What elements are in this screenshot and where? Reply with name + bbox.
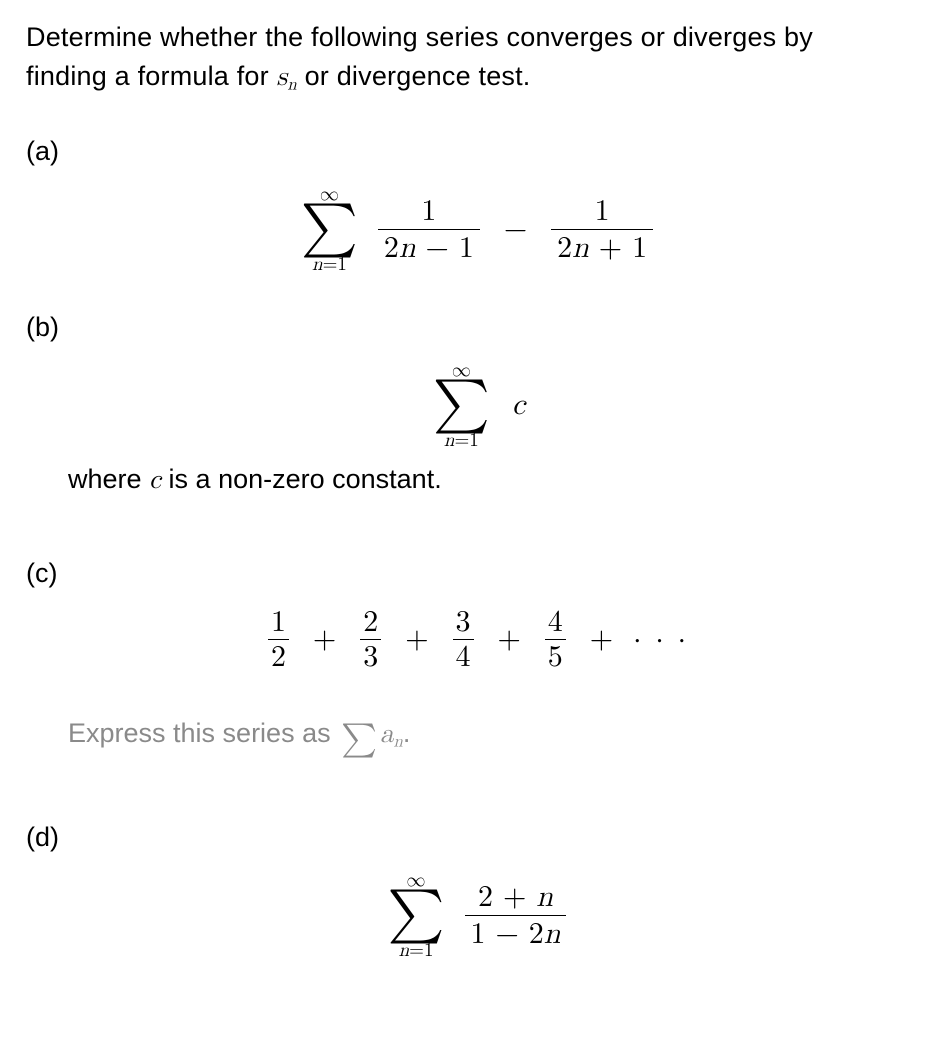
frac-a1-den: 2n − 1 [378, 230, 480, 263]
frac-c2-den: 3 [360, 640, 381, 672]
frac-d-den: 1 − 2n [465, 916, 567, 949]
frac-a2-den: 2n + 1 [551, 230, 653, 263]
dots-c: · · · [633, 624, 688, 654]
frac-c3-den: 4 [453, 640, 474, 672]
plus-c3: + [497, 618, 520, 662]
part-b-label: (b) [26, 308, 926, 347]
frac-a2-num: 1 [551, 196, 653, 230]
plus-c1: + [313, 618, 336, 662]
c-var: c [512, 390, 525, 420]
frac-c1-num: 1 [268, 607, 289, 640]
frac-c3: 3 4 [453, 607, 474, 672]
intro-line2b: or divergence test. [297, 61, 531, 91]
sn-symbol: sn [277, 64, 297, 91]
s-char: s [277, 64, 288, 91]
frac-a2: 1 2n + 1 [551, 196, 653, 263]
math-b: ∞ ∑ n=1 c [427, 361, 525, 450]
sigma-b: ∞ ∑ n=1 [433, 361, 490, 450]
part-c-formula: 1 2 + 2 3 + 3 4 + 4 5 + · · · [26, 607, 926, 672]
frac-c2-num: 2 [360, 607, 381, 640]
plus-c2: + [405, 618, 428, 662]
sigma-a: ∞ ∑ n=1 [301, 185, 358, 274]
intro-text: Determine whether the following series c… [26, 18, 926, 98]
frac-a1-num: 1 [378, 196, 480, 230]
where-c-text: where c is a non-zero constant. [68, 460, 926, 500]
math-a: ∞ ∑ n=1 1 2n − 1 − 1 2n + 1 [295, 185, 657, 274]
n-sub2: n [394, 735, 403, 751]
inline-sigma-icon: ∑ [341, 715, 377, 764]
sigma-a-sym: ∑ [301, 206, 358, 252]
part-c-hint: Express this series as ∑an. [68, 714, 926, 763]
frac-c2: 2 3 [360, 607, 381, 672]
math-d: ∞ ∑ n=1 2 + n 1 − 2n [382, 871, 571, 960]
frac-c4: 4 5 [545, 607, 566, 672]
c-inline: c [149, 467, 161, 494]
sigma-d: ∞ ∑ n=1 [388, 871, 445, 960]
intro-line1: Determine whether the following series c… [26, 22, 813, 52]
part-d-label: (d) [26, 818, 926, 857]
part-a-formula: ∞ ∑ n=1 1 2n − 1 − 1 2n + 1 [26, 185, 926, 274]
sigma-b-lower: n=1 [433, 431, 490, 450]
where-c-post: is a non-zero constant. [161, 464, 442, 494]
frac-d: 2 + n 1 − 2n [465, 882, 567, 949]
hint-c-pre: Express this series as [68, 718, 338, 748]
where-c-pre: where [68, 464, 149, 494]
intro-line2a: finding a formula for [26, 61, 277, 91]
frac-c3-num: 3 [453, 607, 474, 640]
frac-d-num: 2 + n [465, 882, 567, 916]
hint-sigma-expr: ∑an [338, 721, 403, 748]
sigma-d-lower: n=1 [388, 941, 445, 960]
minus-a: − [504, 208, 527, 252]
part-c-label: (c) [26, 554, 926, 593]
frac-c4-num: 4 [545, 607, 566, 640]
part-b-formula: ∞ ∑ n=1 c [26, 361, 926, 450]
n-sub: n [287, 78, 297, 94]
frac-a1: 1 2n − 1 [378, 196, 480, 263]
frac-c1: 1 2 [268, 607, 289, 672]
sigma-b-sym: ∑ [433, 382, 490, 428]
hint-c-post: . [403, 718, 411, 748]
sigma-d-sym: ∑ [388, 892, 445, 938]
a-var: a [380, 721, 394, 748]
sigma-a-lower: n=1 [301, 255, 358, 274]
frac-c4-den: 5 [545, 640, 566, 672]
part-d-formula: ∞ ∑ n=1 2 + n 1 − 2n [26, 871, 926, 960]
part-a-label: (a) [26, 132, 926, 171]
math-c: 1 2 + 2 3 + 3 4 + 4 5 + · · · [264, 607, 688, 672]
frac-c1-den: 2 [268, 640, 289, 672]
page: Determine whether the following series c… [0, 0, 952, 960]
plus-c4: + [590, 618, 613, 662]
